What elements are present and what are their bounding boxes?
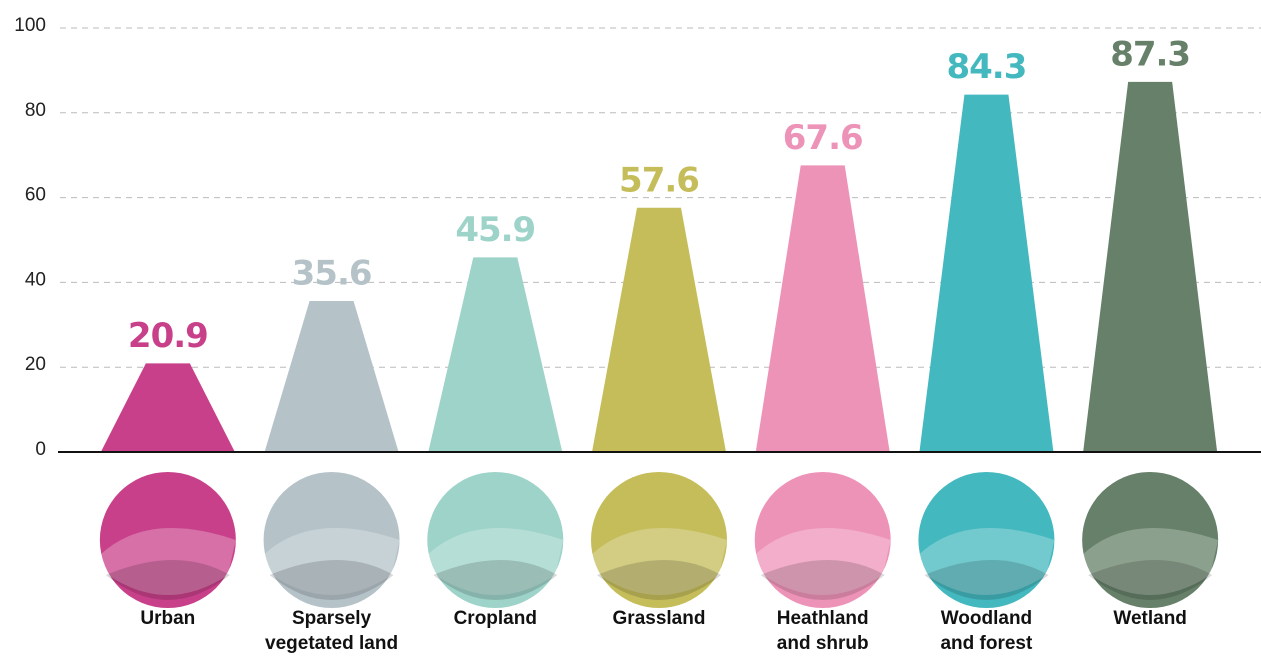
x-tick-label: Woodland and forest [940, 608, 1033, 654]
icon-hill [1082, 528, 1219, 595]
bar [428, 257, 563, 452]
icon-hill [427, 528, 564, 595]
bar [264, 301, 399, 452]
icon-hill [760, 560, 885, 600]
x-tick-label: Grassland [612, 608, 706, 629]
icon-hill [754, 528, 891, 595]
illustration [591, 472, 727, 608]
icon-circle [591, 472, 727, 608]
illustration [1082, 472, 1219, 608]
icon-circle [263, 472, 400, 608]
icon-circle [99, 472, 236, 608]
value-label: 35.6 [292, 254, 372, 294]
value-label: 67.6 [783, 118, 863, 158]
bar [1083, 81, 1218, 453]
icon-circle [754, 472, 891, 608]
value-label: 20.9 [128, 316, 208, 356]
icon-circle [1082, 472, 1219, 608]
icon-hill [433, 560, 558, 600]
icon-hill [105, 560, 230, 600]
icon-circle [918, 472, 1055, 608]
icon-hill [99, 528, 236, 595]
icon-hill [591, 528, 727, 595]
bar [592, 207, 726, 452]
x-tick-label: Wetland [1113, 608, 1187, 629]
y-tick-label: 0 [35, 439, 46, 460]
illustration [754, 472, 891, 608]
bar [100, 363, 235, 452]
y-tick-label: 100 [14, 15, 46, 36]
y-tick-label: 40 [25, 269, 46, 290]
value-label: 84.3 [946, 47, 1026, 87]
icon-hill [924, 560, 1049, 600]
bar [919, 94, 1054, 453]
y-tick-label: 60 [25, 185, 46, 206]
value-label: 57.6 [619, 160, 699, 200]
y-tick-label: 20 [25, 354, 46, 375]
x-tick-label: Sparsely vegetated land [265, 608, 399, 654]
x-tick-label: Cropland [453, 608, 537, 629]
illustration [918, 472, 1055, 608]
bar [755, 165, 890, 452]
x-tick-label: Heathland and shrub [776, 608, 869, 654]
icon-hill [918, 528, 1055, 595]
illustration [263, 472, 400, 608]
illustration [427, 472, 564, 608]
icon-hill [263, 528, 400, 595]
illustration [99, 472, 236, 608]
value-label: 87.3 [1110, 34, 1190, 74]
icon-hill [1088, 560, 1213, 600]
icon-hill [597, 560, 721, 600]
x-tick-label: Urban [140, 608, 196, 629]
icon-circle [427, 472, 564, 608]
value-label: 45.9 [455, 210, 535, 250]
y-tick-label: 80 [25, 100, 46, 121]
icon-hill [269, 560, 394, 600]
